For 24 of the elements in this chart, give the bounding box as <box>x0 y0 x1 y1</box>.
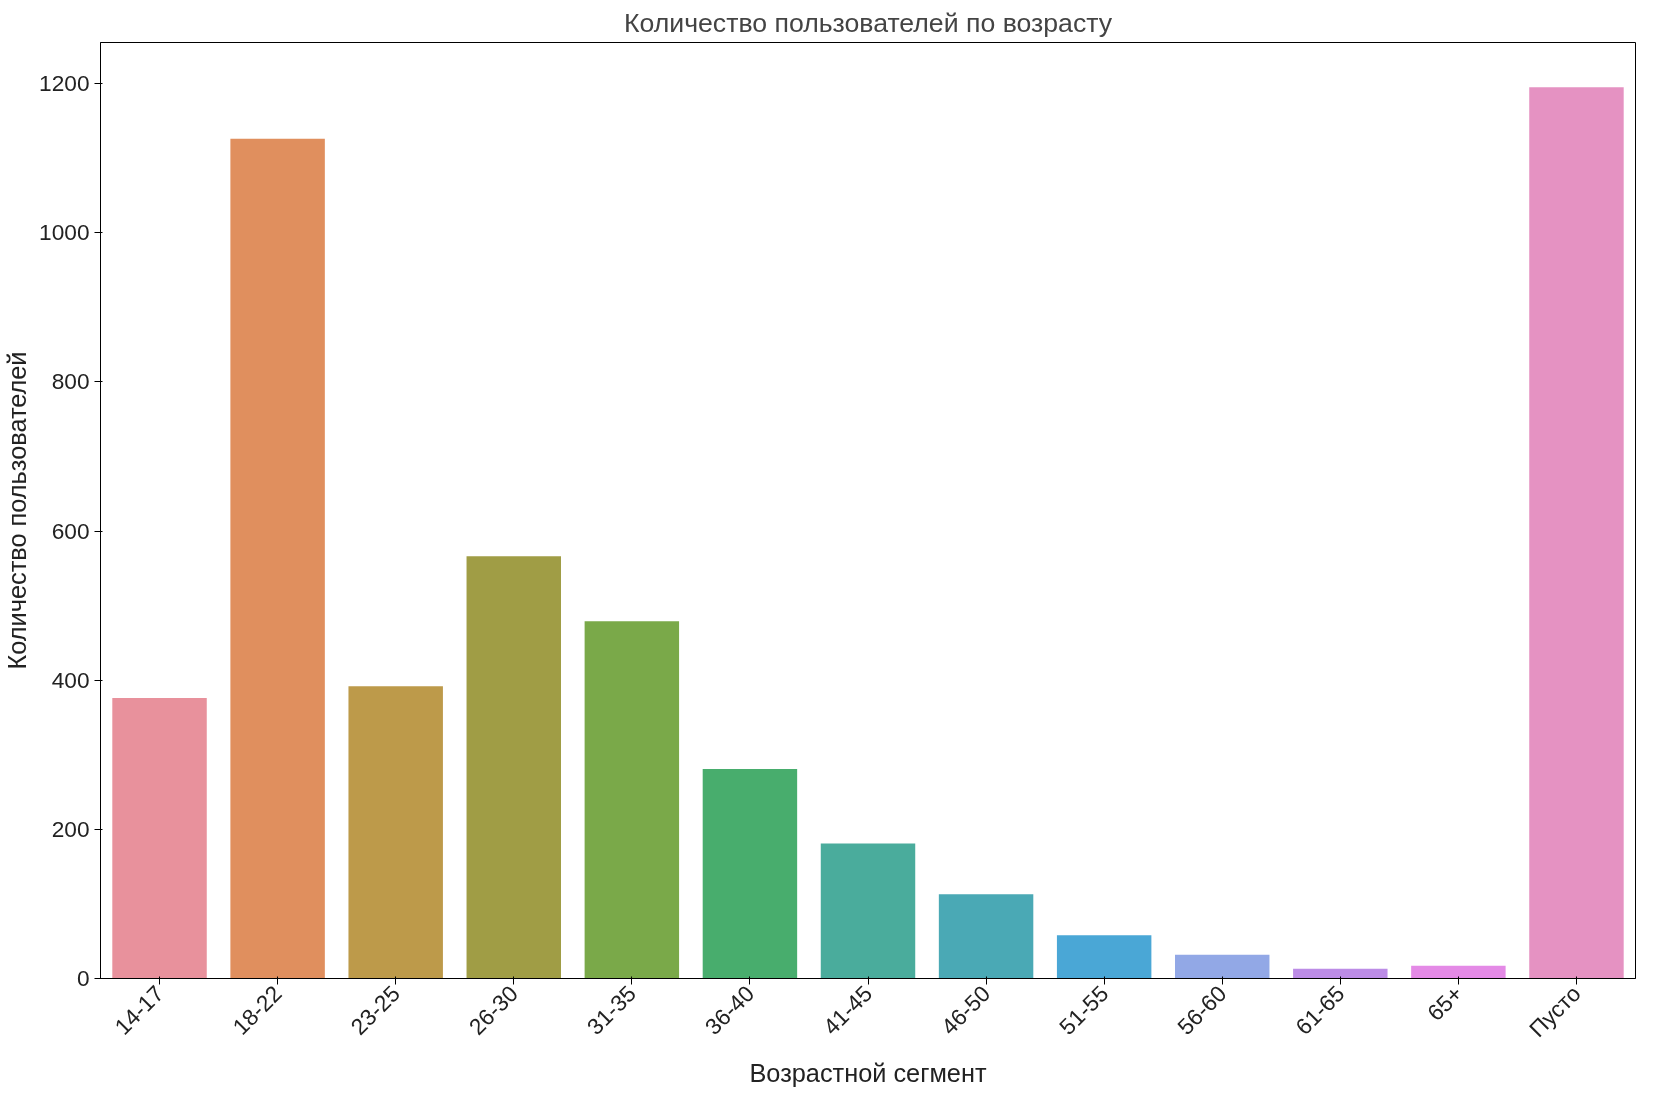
y-tick-label: 200 <box>51 815 90 842</box>
y-tick-label: 1000 <box>39 219 90 246</box>
y-tick-label: 600 <box>51 517 90 544</box>
y-tick-label: 800 <box>51 368 90 395</box>
bar <box>1293 968 1388 979</box>
chart-title: Количество пользователей по возрасту <box>623 7 1113 38</box>
y-axis-title: Количество пользователей <box>3 351 32 670</box>
bar <box>466 556 561 979</box>
bar <box>1411 965 1506 979</box>
x-tick-label: 65+ <box>1422 980 1468 1026</box>
bar <box>584 621 680 979</box>
bar <box>230 138 325 979</box>
bar <box>348 686 443 979</box>
bar <box>112 698 207 979</box>
y-tick-label: 0 <box>76 965 90 991</box>
bar <box>820 843 916 979</box>
bar <box>1175 954 1270 979</box>
y-tick-label: 400 <box>51 666 90 693</box>
x-axis-title: Возрастной сегмент <box>749 1059 987 1088</box>
bar <box>702 768 798 979</box>
bar <box>1056 935 1152 979</box>
bar <box>1529 87 1624 979</box>
bar <box>938 894 1034 979</box>
y-tick-label: 1200 <box>39 70 90 97</box>
